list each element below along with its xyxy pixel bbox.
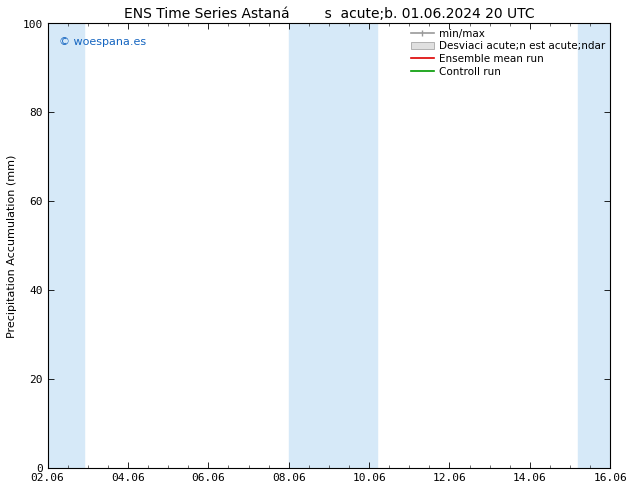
Title: ENS Time Series Astaná        s  acute;b. 01.06.2024 20 UTC: ENS Time Series Astaná s acute;b. 01.06.… bbox=[124, 7, 534, 21]
Bar bbox=[48, 24, 84, 468]
Legend: min/max, Desviaci acute;n est acute;ndar, Ensemble mean run, Controll run: min/max, Desviaci acute;n est acute;ndar… bbox=[408, 26, 607, 78]
Bar bbox=[288, 24, 377, 468]
Y-axis label: Precipitation Accumulation (mm): Precipitation Accumulation (mm) bbox=[7, 154, 17, 338]
Bar bbox=[578, 24, 634, 468]
Text: © woespana.es: © woespana.es bbox=[59, 37, 146, 47]
